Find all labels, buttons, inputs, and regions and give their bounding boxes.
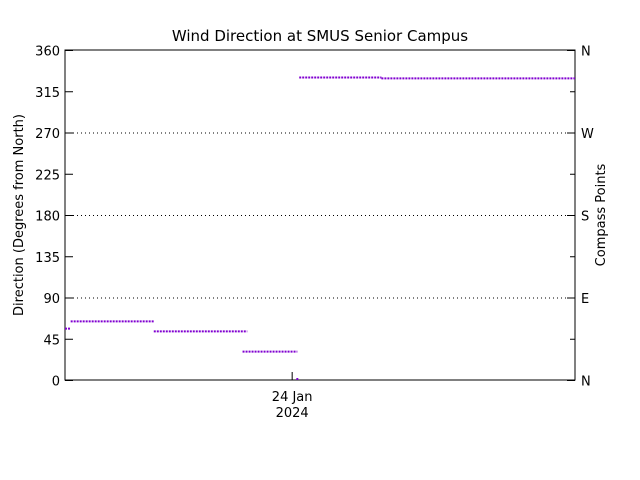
compass-label-n-0: N xyxy=(581,375,591,390)
series-wind-direction xyxy=(65,76,575,380)
y-axis-label: Direction (Degrees from North) xyxy=(12,114,27,316)
right-axis: N E S W N xyxy=(567,45,594,390)
compass-label-s-2: S xyxy=(581,210,589,225)
compass-label-n-4: N xyxy=(581,45,591,60)
y-tick-label-270: 270 xyxy=(35,127,60,142)
y-axis-right-label: Compass Points xyxy=(594,163,609,266)
y-tick-label-45: 45 xyxy=(43,333,60,348)
chart-title: Wind Direction at SMUS Senior Campus xyxy=(172,27,468,45)
y-tick-label-0: 0 xyxy=(52,375,60,390)
x-tick-label-year: 2024 xyxy=(276,406,309,421)
left-axis: 0 45 90 135 180 225 270 315 360 xyxy=(35,45,73,390)
compass-label-e-1: E xyxy=(581,292,589,307)
y-tick-label-315: 315 xyxy=(35,86,60,101)
y-tick-label-360: 360 xyxy=(35,45,60,60)
data-point-0 xyxy=(296,378,299,380)
y-tick-label-135: 135 xyxy=(35,251,60,266)
y-tick-label-225: 225 xyxy=(35,168,60,183)
compass-label-w-3: W xyxy=(581,127,594,142)
y-tick-label-180: 180 xyxy=(35,210,60,225)
grid-lines xyxy=(65,132,575,299)
x-tick-label-date: 24 Jan xyxy=(272,390,313,405)
y-tick-label-90: 90 xyxy=(43,292,60,307)
